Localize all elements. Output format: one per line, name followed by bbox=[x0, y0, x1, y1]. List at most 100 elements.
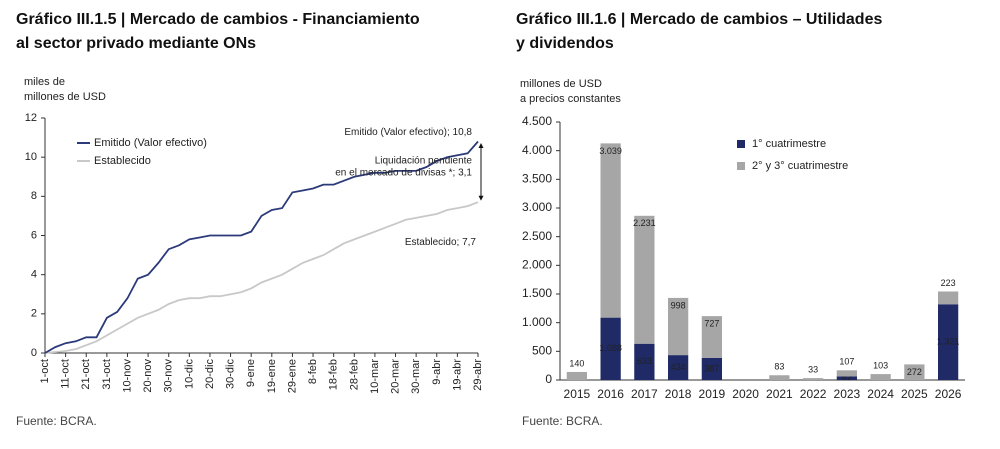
value-label: 1.088 bbox=[599, 343, 622, 353]
y-tick-label: 500 bbox=[532, 344, 552, 358]
x-tick-label: 10-nov bbox=[121, 359, 133, 393]
legend-label: Establecido bbox=[94, 155, 151, 167]
value-label: 62 bbox=[842, 373, 852, 383]
source: Fuente: BCRA. bbox=[522, 414, 603, 428]
value-label: 103 bbox=[873, 360, 888, 370]
x-tick-label: 2020 bbox=[732, 387, 759, 401]
y-tick-label: 1.500 bbox=[522, 286, 552, 300]
bar bbox=[668, 297, 689, 356]
y-tick-label: 2.000 bbox=[522, 258, 552, 272]
x-tick-label: 10-dic bbox=[183, 359, 195, 389]
legend-swatch bbox=[737, 140, 745, 148]
bar bbox=[701, 357, 722, 380]
x-tick-label: 2024 bbox=[867, 387, 894, 401]
y-tick-label: 4.500 bbox=[522, 114, 552, 128]
y-tick-label: 0 bbox=[31, 347, 37, 359]
y-label: a precios constantes bbox=[520, 93, 621, 105]
title: al sector privado mediante ONs bbox=[16, 35, 256, 52]
x-tick-label: 8-feb bbox=[307, 359, 319, 384]
y-label: millones de USD bbox=[24, 91, 106, 103]
x-tick-label: 29-abr bbox=[472, 359, 484, 391]
x-tick-label: 9-abr bbox=[431, 359, 443, 385]
value-label: 1.321 bbox=[937, 337, 960, 347]
x-tick-label: 28-feb bbox=[348, 359, 360, 390]
value-label: 33 bbox=[808, 364, 818, 374]
x-tick-label: 1-oct bbox=[39, 359, 51, 383]
x-tick-label: 2022 bbox=[800, 387, 827, 401]
x-tick-label: 2025 bbox=[901, 387, 928, 401]
title: y dividendos bbox=[516, 35, 614, 52]
x-tick-label: 20-dic bbox=[204, 359, 216, 389]
x-tick-label: 10-mar bbox=[369, 359, 381, 394]
source: Fuente: BCRA. bbox=[16, 414, 97, 428]
bar bbox=[769, 375, 790, 380]
x-tick-label: 2019 bbox=[699, 387, 726, 401]
bar bbox=[600, 317, 621, 380]
y-tick-label: 10 bbox=[25, 151, 37, 163]
bar bbox=[634, 343, 655, 380]
x-tick-label: 2021 bbox=[766, 387, 793, 401]
bar bbox=[904, 364, 925, 380]
line bbox=[44, 140, 479, 354]
x-tick-label: 11-oct bbox=[60, 359, 72, 389]
value-label: 434 bbox=[671, 362, 686, 372]
y-tick-label: 2.500 bbox=[522, 229, 552, 243]
legend-swatch bbox=[737, 162, 745, 170]
line bbox=[44, 201, 479, 354]
x-tick-label: 2015 bbox=[564, 387, 591, 401]
legend-label: 2° y 3° cuatrimestre bbox=[752, 160, 848, 172]
value-label: 272 bbox=[907, 367, 922, 377]
x-tick-label: 2026 bbox=[935, 387, 962, 401]
x-tick-label: 21-oct bbox=[80, 359, 92, 390]
x-tick-label: 30-nov bbox=[163, 359, 175, 393]
x-tick-label: 20-nov bbox=[142, 359, 154, 393]
y-tick-label: 4.000 bbox=[522, 143, 552, 157]
bar bbox=[836, 370, 857, 377]
x-tick-label: 29-ene bbox=[286, 359, 298, 393]
value-label: 633 bbox=[637, 356, 652, 366]
x-tick-label: 31-oct bbox=[101, 359, 113, 390]
legend-label: 1° cuatrimestre bbox=[752, 138, 826, 150]
bar bbox=[634, 215, 655, 344]
y-label: miles de bbox=[24, 76, 65, 88]
y-tick-label: 1.000 bbox=[522, 315, 552, 329]
x-tick-label: 2016 bbox=[597, 387, 624, 401]
bar bbox=[938, 304, 959, 380]
value-label: 107 bbox=[839, 357, 854, 367]
value-label: 140 bbox=[569, 358, 584, 368]
bar bbox=[803, 378, 824, 380]
title: Gráfico III.1.6 | Mercado de cambios – U… bbox=[516, 11, 882, 28]
y-tick-label: 3.000 bbox=[522, 200, 552, 214]
value-label: 998 bbox=[671, 300, 686, 310]
x-tick-label: 18-feb bbox=[328, 359, 340, 390]
x-tick-label: 2023 bbox=[834, 387, 861, 401]
y-tick-label: 6 bbox=[31, 229, 37, 241]
bar bbox=[870, 374, 891, 380]
x-tick-label: 20-mar bbox=[390, 359, 402, 394]
bar bbox=[938, 291, 959, 305]
y-tick-label: 2 bbox=[31, 308, 37, 320]
value-label: 3.039 bbox=[599, 146, 622, 156]
bar bbox=[836, 376, 857, 380]
annotation: en el mercado de divisas *; 3,1 bbox=[335, 167, 472, 178]
x-tick-label: 30-dic bbox=[225, 359, 237, 389]
y-tick-label: 8 bbox=[31, 190, 37, 202]
annotation: Emitido (Valor efectivo); 10,8 bbox=[344, 127, 472, 138]
x-tick-label: 19-abr bbox=[451, 359, 463, 391]
annotation: Establecido; 7,7 bbox=[405, 237, 477, 248]
title: Gráfico III.1.5 | Mercado de cambios - F… bbox=[16, 11, 420, 28]
legend-label: Emitido (Valor efectivo) bbox=[94, 137, 207, 149]
bar bbox=[600, 143, 621, 318]
y-tick-label: 3.500 bbox=[522, 172, 552, 186]
bar bbox=[668, 355, 689, 380]
x-tick-label: 9-ene bbox=[245, 359, 257, 387]
y-tick-label: 4 bbox=[31, 269, 37, 281]
y-tick-label: 0 bbox=[545, 372, 552, 386]
value-label: 387 bbox=[704, 363, 719, 373]
y-label: millones de USD bbox=[520, 78, 602, 90]
value-label: 2.231 bbox=[633, 218, 656, 228]
x-tick-label: 2018 bbox=[665, 387, 692, 401]
bar bbox=[566, 371, 587, 380]
y-tick-label: 12 bbox=[25, 112, 37, 124]
